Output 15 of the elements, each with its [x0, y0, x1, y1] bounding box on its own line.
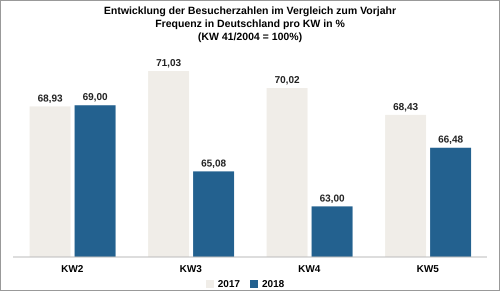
data-label: 69,00	[82, 92, 108, 104]
data-label: 71,03	[156, 58, 182, 69]
x-tick-label: KW2	[61, 264, 84, 276]
data-label: 66,48	[438, 134, 464, 146]
data-label: 70,02	[274, 75, 300, 86]
x-tick-label: KW3	[180, 264, 202, 276]
legend-label: 2017	[218, 279, 240, 290]
x-tick-label: KW5	[416, 264, 440, 276]
data-label: 63,00	[320, 193, 346, 204]
x-tick-label: KW4	[298, 264, 321, 276]
data-label: 65,08	[201, 158, 227, 170]
chart-title: Entwicklung der Besucherzahlen im Vergleich zum Vorjahr Frequenz in Deutschland pro KW in % (KW 41/2004 = 100%)	[102, 4, 398, 45]
legend-label: 2018	[262, 279, 284, 290]
data-label: 68,93	[38, 93, 64, 104]
data-label: 68,43	[393, 102, 419, 113]
